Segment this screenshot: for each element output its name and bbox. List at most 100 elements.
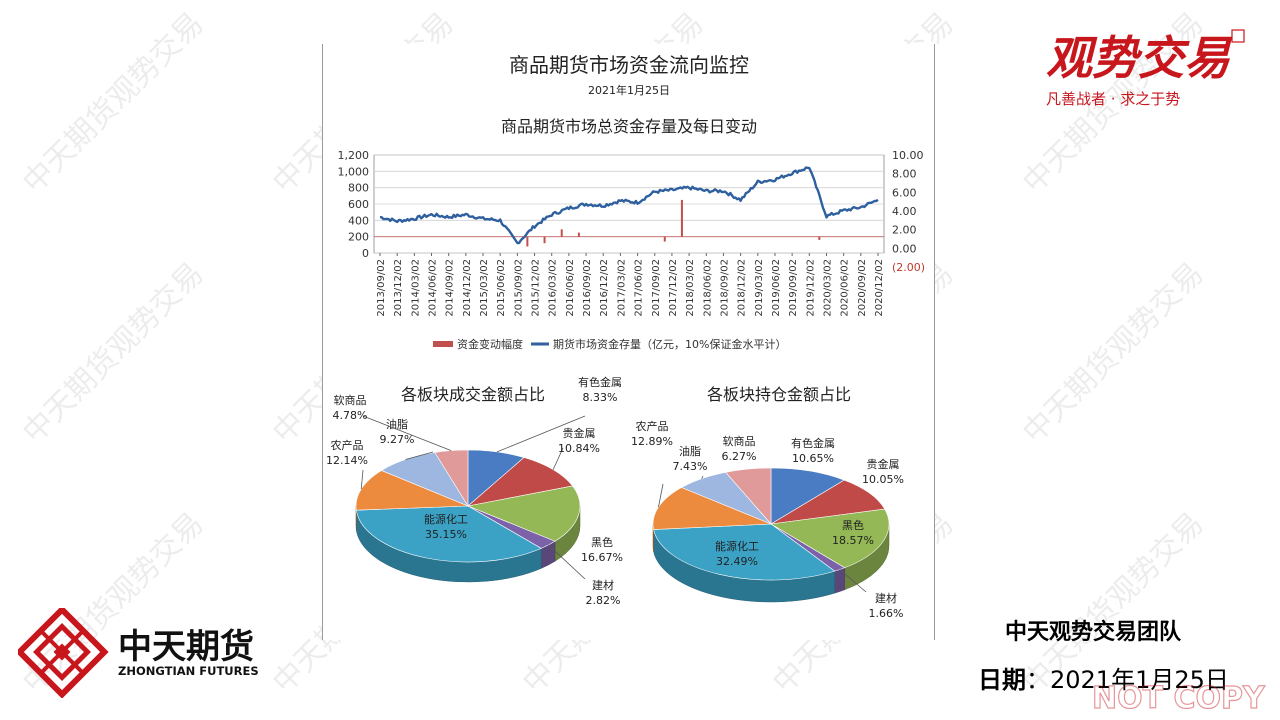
pie-label-name: 有色金属 xyxy=(578,375,622,389)
pie-label-pct: 1.66% xyxy=(869,607,904,620)
watermark-text: 中天期货观势交易 xyxy=(1016,256,1210,450)
pie-label-pct: 35.15% xyxy=(425,528,467,541)
x-tick-label: 2019/06/02 xyxy=(771,259,782,317)
company-knot-icon xyxy=(18,608,109,698)
x-tick-label: 2017/06/02 xyxy=(634,259,645,317)
stock-line xyxy=(379,166,879,245)
pie-label-name: 贵金属 xyxy=(867,457,900,471)
pie-leader-line xyxy=(405,451,434,460)
change-bar xyxy=(818,236,821,240)
pie-slice-能源化工 xyxy=(653,523,836,581)
left-tick-label: 600 xyxy=(348,198,369,211)
line-chart: 1,200 1,000 800 600 400 200 0 10.00 8.00 6.00 4.00… xyxy=(338,149,926,317)
pie-label-name: 农产品 xyxy=(331,438,364,452)
pie-label-pct: 10.05% xyxy=(862,473,904,486)
date-value: 2021年1月25日 xyxy=(1050,666,1229,694)
report-title: 商品期货市场资金流向监控 xyxy=(509,53,749,77)
left-tick-label: 800 xyxy=(348,182,369,195)
left-tick-label: 1,000 xyxy=(338,165,370,178)
x-tick-label: 2017/09/02 xyxy=(651,259,662,317)
x-tick-label: 2016/03/02 xyxy=(548,259,559,317)
pie-label-name: 贵金属 xyxy=(563,426,596,440)
x-tick-label: 2017/12/02 xyxy=(668,259,679,317)
left-tick-label: 200 xyxy=(348,231,369,244)
x-tick-label: 2018/12/02 xyxy=(737,259,748,317)
pie-label-pct: 10.65% xyxy=(792,452,834,465)
left-tick-label: 1,200 xyxy=(338,149,370,162)
pie-slice-黑色 xyxy=(466,485,581,542)
pie-leader-line xyxy=(360,469,364,490)
change-bar xyxy=(680,199,683,237)
pie-slice-软商品 xyxy=(434,449,469,508)
pie-leader-line xyxy=(362,415,452,452)
pie-slice-贵金属 xyxy=(770,479,886,525)
chart-panel: 商品期货市场资金流向监控 2021年1月25日 商品期货市场总资金存量及每日变动… xyxy=(322,44,935,640)
pie-slice-黑色 xyxy=(770,508,890,569)
not-copy-text: NOT COPY xyxy=(1092,681,1266,716)
pie-chart-position: 有色金属 10.65% 贵金属 10.05% 黑色 18.57% 建材 1.66% 能源化工 32… xyxy=(631,419,904,620)
pie1-title: 各板块成交金额占比 xyxy=(401,385,545,404)
report-date: 2021年1月25日 xyxy=(588,83,670,97)
footer-date: 日期：2021年1月25日 xyxy=(978,660,1229,695)
x-tick-label: 2018/03/02 xyxy=(685,259,696,317)
legend-label-change: 资金变动幅度 xyxy=(457,337,523,351)
change-bar xyxy=(663,236,666,242)
x-tick-label: 2020/09/02 xyxy=(857,259,868,317)
pie-label-pct: 10.84% xyxy=(558,442,600,455)
pie-label-name: 油脂 xyxy=(386,417,408,431)
pie-leader-line xyxy=(658,483,664,508)
right-tick-label: 0.00 xyxy=(892,242,917,255)
x-tick-label: 2017/03/02 xyxy=(616,259,627,317)
x-tick-label: 2020/03/02 xyxy=(822,259,833,317)
left-tick-label: 400 xyxy=(348,214,369,227)
brand-slogan: 凡善战者 · 求之于势 xyxy=(1046,90,1180,108)
x-tick-label: 2018/09/02 xyxy=(719,259,730,317)
x-tick-label: 2013/12/02 xyxy=(393,259,404,317)
watermark-text: 中天期货观势交易 xyxy=(16,256,210,450)
right-tick-label: (2.00) xyxy=(892,261,925,274)
x-tick-label: 2018/06/02 xyxy=(702,259,713,317)
pie-slice-能源化工 xyxy=(355,505,542,563)
pie-leader-line xyxy=(839,569,867,593)
pie-label-name: 有色金属 xyxy=(791,436,835,450)
pie-label-pct: 16.67% xyxy=(581,551,623,564)
pie-label-pct: 12.89% xyxy=(631,435,673,448)
pie-label-pct: 9.27% xyxy=(380,433,415,446)
x-tick-label: 2013/09/02 xyxy=(376,259,387,317)
right-tick-label: 4.00 xyxy=(892,205,917,218)
pie-leader-line xyxy=(496,415,586,453)
pie-slice-贵金属 xyxy=(466,457,574,507)
line-legend: 资金变动幅度 期货市场资金存量（亿元，10%保证金水平计） xyxy=(433,337,786,351)
change-bar xyxy=(543,236,546,244)
pie-label-name: 软商品 xyxy=(334,393,367,407)
x-tick-label: 2014/09/02 xyxy=(445,259,456,317)
pie-label-name: 油脂 xyxy=(679,444,701,458)
pie-label-name: 能源化工 xyxy=(424,512,468,526)
date-separator: ： xyxy=(1026,666,1050,694)
x-tick-label: 2019/09/02 xyxy=(788,259,799,317)
team-name: 中天观势交易团队 xyxy=(1005,620,1182,645)
x-tick-label: 2019/03/02 xyxy=(754,259,765,317)
pie-label-pct: 32.49% xyxy=(716,555,758,568)
pie-chart-volume: 有色金属 8.33% 贵金属 10.84% 黑色 16.67% 建材 2.82% 能源化工 35.… xyxy=(326,375,623,607)
date-label: 日期 xyxy=(978,666,1026,694)
x-tick-label: 2015/09/02 xyxy=(513,259,524,317)
chart-canvas: 商品期货市场资金流向监控 2021年1月25日 商品期货市场总资金存量及每日变动… xyxy=(326,53,926,620)
x-tick-label: 2014/06/02 xyxy=(428,259,439,317)
pie-label-name: 软商品 xyxy=(723,434,756,448)
company-logo: 中天期货 ZHONGTIAN FUTURES xyxy=(18,608,259,698)
pie-label-name: 建材 xyxy=(592,578,614,592)
pie-label-pct: 7.43% xyxy=(673,460,708,473)
change-bar xyxy=(560,229,563,237)
legend-label-stock: 期货市场资金存量（亿元，10%保证金水平计） xyxy=(553,337,786,351)
x-tick-label: 2015/12/02 xyxy=(531,259,542,317)
legend-swatch-change xyxy=(433,341,453,347)
pie-label-pct: 4.78% xyxy=(333,409,368,422)
x-tick-label: 2014/03/02 xyxy=(410,259,421,317)
pie-label-name: 农产品 xyxy=(636,419,669,433)
right-tick-label: 10.00 xyxy=(892,149,924,162)
x-tick-label: 2014/12/02 xyxy=(462,259,473,317)
brand-logo-text: 观势交易 xyxy=(1046,31,1233,85)
pie-label-name: 黑色 xyxy=(842,518,864,532)
x-tick-label: 2016/09/02 xyxy=(582,259,593,317)
